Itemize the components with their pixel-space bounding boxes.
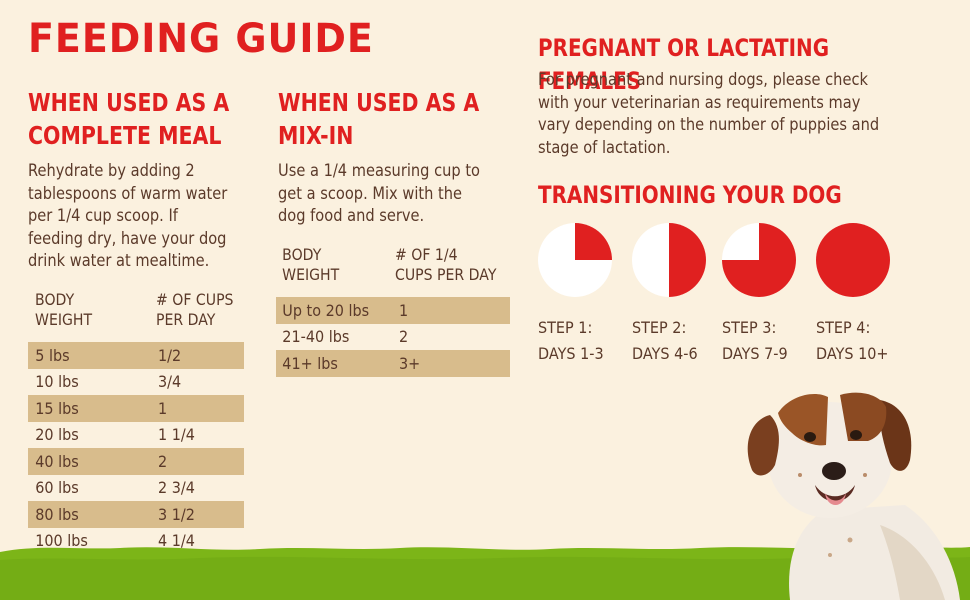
- step-days: DAYS 10+: [816, 344, 889, 363]
- table-row: 41+ lbs 3+: [276, 350, 510, 377]
- amount-cell: 2 3/4: [158, 478, 195, 498]
- text-line: vary depending on the number of puppies …: [538, 115, 880, 135]
- text-line: Use a 1/4 measuring cup to: [278, 161, 481, 181]
- complete-meal-table: BODY WEIGHT # OF CUPS PER DAY 5 lbs 1/2 10…: [28, 290, 244, 554]
- dog-photo: [747, 392, 960, 600]
- table-row: 21-40 lbs 2: [276, 324, 510, 351]
- pie-fill: [722, 223, 796, 297]
- transition-step-4-label: STEP 4: DAYS 10+: [816, 315, 888, 367]
- step-number: STEP 4:: [816, 318, 871, 337]
- complete-meal-heading-line2: COMPLETE MEAL: [28, 121, 222, 150]
- table-row: 40 lbs 2: [28, 448, 244, 475]
- amount-cell: 1/2: [158, 345, 182, 365]
- text-line: Rehydrate by adding 2: [28, 161, 195, 181]
- text-line: with your veterinarian as requirements m…: [538, 92, 861, 113]
- body-weight-header: BODY WEIGHT: [276, 245, 381, 297]
- step-number: STEP 1:: [538, 318, 593, 337]
- text-line: For pregnant and nursing dogs, please ch…: [538, 70, 868, 90]
- step-days: DAYS 7-9: [722, 344, 788, 363]
- header-line: # OF 1/4: [394, 245, 458, 264]
- weight-cell: 41+ lbs: [282, 353, 338, 373]
- body-weight-header: BODY WEIGHT: [28, 290, 141, 342]
- pie-fill: [575, 223, 612, 260]
- amount-cell: 2: [158, 451, 168, 471]
- weight-cell: 60 lbs: [35, 478, 79, 498]
- cups-per-day-header: # OF CUPS PER DAY: [156, 290, 233, 342]
- mix-in-heading-line2: MIX-IN: [278, 121, 354, 150]
- pie-fill: [816, 223, 890, 297]
- weight-cell: Up to 20 lbs: [282, 300, 370, 320]
- table-row: 10 lbs 3/4: [28, 369, 244, 396]
- transition-step-1-pie: [538, 223, 612, 297]
- amount-cell: 3/4: [158, 372, 182, 392]
- text-line: per 1/4 cup scoop. If: [28, 206, 178, 226]
- weight-cell: 10 lbs: [35, 372, 79, 392]
- complete-meal-instructions: Rehydrate by adding 2 tablespoons of war…: [28, 160, 227, 273]
- mix-in-heading: WHEN USED AS A MIX-IN: [278, 86, 479, 152]
- weight-cell: 20 lbs: [35, 425, 79, 445]
- grass-strip: [0, 547, 970, 600]
- amount-cell: 2: [399, 327, 409, 347]
- table-header: BODY WEIGHT # OF CUPS PER DAY: [28, 290, 244, 342]
- transition-step-3-label: STEP 3: DAYS 7-9: [722, 315, 788, 367]
- amount-cell: 4 1/4: [158, 531, 195, 551]
- text-line: get a scoop. Mix with the: [278, 183, 463, 204]
- pregnant-instructions: For pregnant and nursing dogs, please ch…: [538, 69, 879, 159]
- mix-in-heading-line1: WHEN USED AS A: [278, 88, 480, 117]
- text-line: tablespoons of warm water: [28, 183, 228, 204]
- table-row: 80 lbs 3 1/2: [28, 501, 244, 528]
- header-line: BODY: [35, 290, 75, 309]
- table-row: 15 lbs 1: [28, 395, 244, 422]
- amount-cell: 1: [158, 398, 168, 418]
- complete-meal-heading-line1: WHEN USED AS A: [28, 88, 230, 117]
- transition-step-1-label: STEP 1: DAYS 1-3: [538, 315, 604, 367]
- weight-cell: 21-40 lbs: [282, 327, 350, 347]
- header-line: WEIGHT: [35, 310, 93, 329]
- step-number: STEP 3:: [722, 318, 777, 337]
- transition-heading: TRANSITIONING YOUR DOG: [538, 181, 842, 209]
- page-title: FEEDING GUIDE: [28, 16, 374, 62]
- weight-cell: 100 lbs: [35, 531, 88, 551]
- table-row: Up to 20 lbs 1: [276, 297, 510, 324]
- text-line: drink water at mealtime.: [28, 251, 210, 271]
- header-line: # OF CUPS: [155, 290, 234, 309]
- amount-cell: 1 1/4: [158, 425, 195, 445]
- header-line: PER DAY: [155, 310, 216, 329]
- table-row: 20 lbs 1 1/4: [28, 422, 244, 449]
- table-body: 5 lbs 1/2 10 lbs 3/4 15 lbs 1 20 lbs 1 1/4 40 lb…: [28, 342, 244, 554]
- table-body: Up to 20 lbs 1 21-40 lbs 2 41+ lbs 3+: [276, 297, 510, 377]
- mix-in-table: BODY WEIGHT # OF 1/4 CUPS PER DAY Up to …: [276, 245, 510, 377]
- header-line: CUPS PER DAY: [394, 265, 497, 284]
- header-line: WEIGHT: [282, 265, 340, 284]
- complete-meal-heading: WHEN USED AS A COMPLETE MEAL: [28, 86, 229, 152]
- weight-cell: 15 lbs: [35, 398, 79, 418]
- amount-cell: 3 1/2: [158, 504, 195, 524]
- weight-cell: 5 lbs: [35, 345, 70, 365]
- text-line: feeding dry, have your dog: [28, 228, 227, 249]
- table-header: BODY WEIGHT # OF 1/4 CUPS PER DAY: [276, 245, 510, 297]
- cups-per-day-header: # OF 1/4 CUPS PER DAY: [395, 245, 496, 297]
- weight-cell: 80 lbs: [35, 504, 79, 524]
- step-days: DAYS 1-3: [538, 344, 604, 363]
- pie-fill: [669, 223, 706, 297]
- mix-in-instructions: Use a 1/4 measuring cup to get a scoop. …: [278, 160, 480, 228]
- pregnant-heading: PREGNANT OR LACTATING FEMALES: [538, 34, 830, 95]
- amount-cell: 1: [399, 300, 409, 320]
- transition-step-3-pie: [722, 223, 796, 297]
- transition-step-2-pie: [632, 223, 706, 297]
- step-days: DAYS 4-6: [632, 344, 698, 363]
- header-line: BODY: [282, 245, 322, 264]
- table-row: 60 lbs 2 3/4: [28, 475, 244, 502]
- text-line: stage of lactation.: [538, 137, 671, 158]
- step-number: STEP 2:: [632, 318, 687, 337]
- amount-cell: 3+: [399, 353, 421, 373]
- transition-step-2-label: STEP 2: DAYS 4-6: [632, 315, 698, 367]
- table-row: 100 lbs 4 1/4: [28, 528, 244, 555]
- weight-cell: 40 lbs: [35, 451, 79, 471]
- transition-step-4-pie: [816, 223, 890, 297]
- table-row: 5 lbs 1/2: [28, 342, 244, 369]
- text-line: dog food and serve.: [278, 206, 425, 226]
